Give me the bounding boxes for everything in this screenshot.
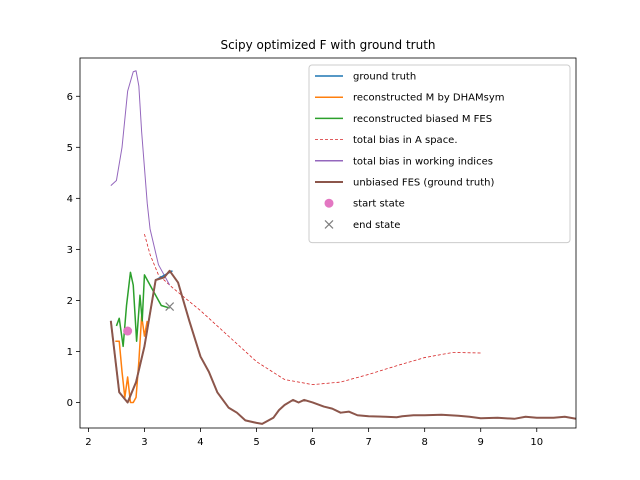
legend-item: unbiased FES (ground truth) — [315, 178, 495, 189]
y-tick-label: 5 — [67, 143, 73, 154]
x-axis: 2 3 4 5 6 7 8 9 10 — [85, 428, 543, 448]
y-tick-label: 3 — [67, 245, 73, 256]
series-line-2 — [115, 271, 170, 348]
marker-layer — [123, 302, 175, 336]
legend-item: reconstructed M by DHAMsym — [315, 93, 504, 104]
x-tick-label: 9 — [478, 437, 484, 448]
x-tick-label: 3 — [141, 437, 147, 448]
legend-label: reconstructed biased M FES — [353, 114, 492, 125]
legend-swatch — [324, 219, 334, 229]
legend-item: end state — [324, 219, 400, 231]
series-line-0 — [110, 270, 173, 404]
series-line-4 — [110, 70, 171, 286]
legend-label: total bias in working indices — [353, 156, 493, 167]
legend-item: total bias in working indices — [315, 156, 493, 167]
legend-item: total bias in A space. — [315, 135, 458, 146]
x-tick-label: 4 — [197, 437, 203, 448]
series-line-3 — [144, 233, 481, 386]
plot-frame — [79, 57, 577, 429]
series-layer — [109, 70, 576, 425]
legend-item: ground truth — [315, 72, 416, 83]
legend-label: start state — [353, 199, 405, 210]
legend: ground truth reconstructed M by DHAMsym re… — [308, 64, 571, 244]
y-tick-label: 2 — [67, 296, 73, 307]
x-tick-label: 6 — [309, 437, 315, 448]
end-state-marker — [165, 302, 175, 311]
legend-item: start state — [324, 198, 405, 210]
y-axis: 0 1 2 3 4 5 6 — [67, 92, 80, 409]
y-tick-label: 1 — [67, 347, 73, 358]
legend-label: end state — [353, 220, 400, 231]
start-state-marker — [123, 326, 133, 336]
legend-label: unbiased FES (ground truth) — [353, 178, 495, 189]
legend-swatch — [324, 198, 334, 208]
legend-box — [308, 64, 571, 244]
legend-label: total bias in A space. — [353, 135, 458, 146]
chart-title: Scipy optimized F with ground truth — [220, 38, 435, 52]
x-tick-label: 8 — [421, 437, 427, 448]
legend-label: ground truth — [353, 72, 416, 83]
series-line-5 — [109, 269, 576, 425]
x-tick-label: 2 — [85, 437, 91, 448]
y-tick-label: 0 — [67, 398, 73, 409]
y-tick-label: 6 — [67, 92, 73, 103]
x-tick-label: 5 — [253, 437, 259, 448]
legend-item: reconstructed biased M FES — [315, 114, 492, 125]
x-tick-label: 7 — [365, 437, 371, 448]
x-tick-label: 10 — [530, 437, 543, 448]
legend-label: reconstructed M by DHAMsym — [353, 93, 504, 104]
y-tick-label: 4 — [67, 194, 73, 205]
